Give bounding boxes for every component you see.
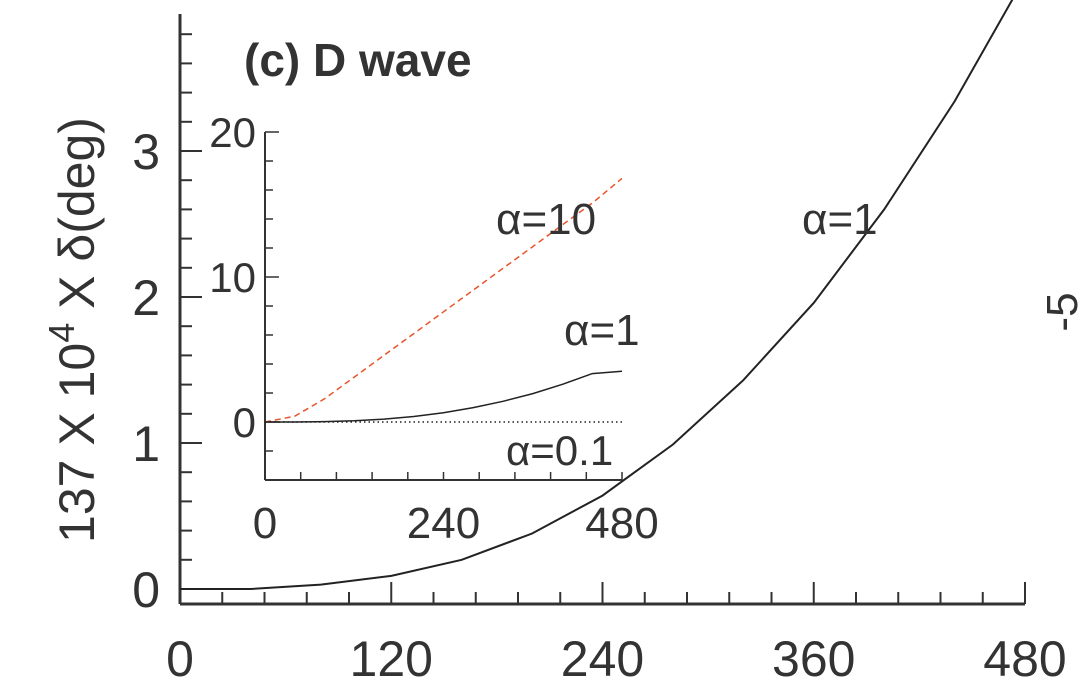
y-axis-label-base: 137 X 10 <box>49 343 105 543</box>
series-label: α=1 <box>564 306 640 355</box>
main-y-tick-label: 0 <box>132 562 160 618</box>
series-labels: α=1 α=10 α=1 α=0.1 <box>496 195 878 474</box>
main-x-tick-label: 480 <box>983 631 1066 680</box>
main-y-tick-label: 2 <box>132 270 160 326</box>
y-axis-label-rest: X δ(deg) <box>49 117 105 323</box>
main-ticks <box>179 33 1026 604</box>
inset-tick-labels: 0 240 480 0 10 20 <box>209 109 658 548</box>
panel-title: D wave <box>313 34 472 86</box>
series-label: α=1 <box>802 195 878 244</box>
main-series-line <box>180 0 1014 590</box>
main-x-tick-label: 0 <box>166 631 194 680</box>
series-label: α=0.1 <box>506 427 613 474</box>
panel-paren-open: ( <box>244 34 260 86</box>
main-plot: 0 120 240 360 480 0 1 2 3 <box>132 0 1067 680</box>
main-x-tick-label: 360 <box>772 631 855 680</box>
series-label: α=10 <box>496 195 596 244</box>
inset-x-tick-label: 240 <box>407 499 480 548</box>
panel-label: (c) D wave <box>244 34 472 86</box>
main-tick-labels: 0 120 240 360 480 0 1 2 3 <box>132 124 1067 680</box>
inset-series <box>264 177 623 423</box>
inset-plot: 0 240 480 0 10 20 <box>209 109 658 548</box>
inset-y-tick-label: 10 <box>209 254 256 301</box>
main-y-tick-label: 1 <box>132 416 160 472</box>
inset-x-tick-label: 480 <box>585 499 658 548</box>
main-series <box>180 0 1014 590</box>
main-x-tick-label: 240 <box>561 631 644 680</box>
panel-paren-close: ) <box>285 34 313 86</box>
inset-y-tick-label: 20 <box>209 109 256 156</box>
main-x-tick-label: 120 <box>350 631 433 680</box>
adjacent-panel-text: -5 <box>1038 292 1079 331</box>
inset-series-line <box>264 177 623 423</box>
y-axis-label: 137 X 104 X δ(deg) <box>41 117 105 543</box>
main-y-tick-label: 3 <box>132 124 160 180</box>
panel-letter: c <box>259 34 285 86</box>
y-axis-label-exp: 4 <box>41 323 82 343</box>
inset-y-tick-label: 0 <box>233 399 256 446</box>
inset-x-tick-label: 0 <box>253 499 277 548</box>
